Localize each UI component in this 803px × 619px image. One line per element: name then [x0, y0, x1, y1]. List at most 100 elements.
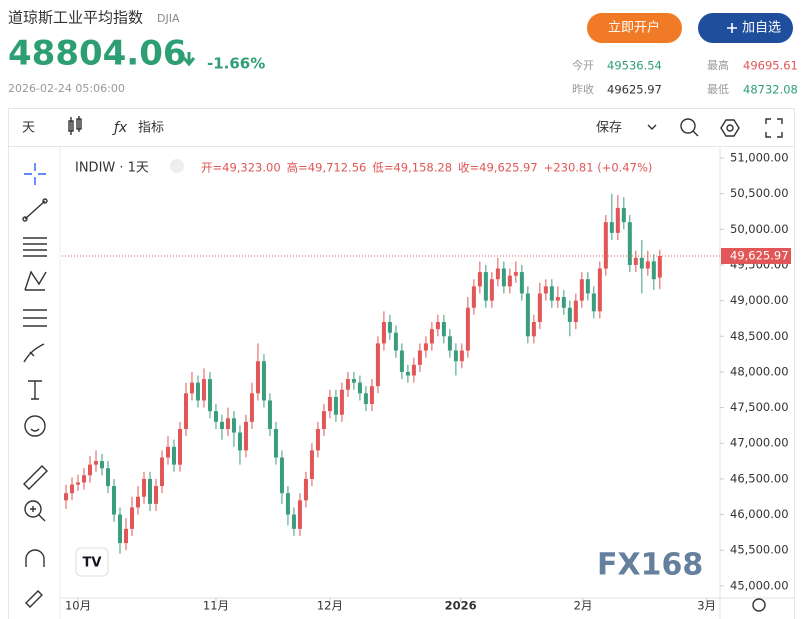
drawing-tools[interactable] [22, 163, 48, 608]
candle-body [651, 261, 656, 280]
watermark: FX168 [597, 548, 703, 583]
save-menu-chevron[interactable] [647, 124, 657, 130]
candle-body [165, 446, 170, 458]
candle-body [591, 293, 596, 312]
candle-body [129, 507, 134, 529]
candle-body [285, 493, 290, 515]
y-tick-label: 48,000.00 [730, 364, 789, 378]
candle-body [100, 461, 105, 469]
add-watchlist-label[interactable]: 加自选 [742, 21, 781, 36]
ohlc-legend: 低=49,158.28 [372, 161, 452, 175]
candle-body [417, 350, 422, 365]
candle-body [615, 207, 620, 233]
candle-body [315, 428, 320, 451]
open-account-label[interactable]: 立即开户 [608, 20, 660, 36]
code: DJIA [157, 12, 180, 25]
candle-body [70, 484, 75, 494]
candle-body [537, 293, 542, 323]
y-tick-label: 50,500.00 [730, 186, 789, 200]
candle-body [531, 322, 536, 337]
candle-body [309, 450, 314, 479]
price: 48804.06 [8, 34, 187, 74]
y-tick-label: 45,000.00 [730, 578, 789, 592]
candle-body [519, 272, 524, 294]
axis-settings-icon[interactable] [752, 598, 766, 612]
candle-body [171, 446, 176, 465]
tv-logo-mark[interactable]: TV [83, 556, 102, 571]
plus-icon[interactable] [727, 23, 737, 33]
fullscreen-icon[interactable] [765, 118, 783, 138]
candle-body [387, 322, 392, 333]
change: -1.66% [207, 55, 265, 73]
candle-body [195, 382, 200, 401]
candle-body [351, 379, 356, 383]
candle-body [339, 389, 344, 415]
stat-value: 49695.61 [743, 59, 798, 73]
candle-body [411, 364, 416, 376]
interval-button[interactable]: 天 [22, 121, 35, 136]
title: 道琼斯工业平均指数 [8, 9, 143, 27]
candle-body [579, 279, 584, 301]
fx-icon[interactable]: ƒx [111, 120, 128, 136]
candle-body [76, 482, 81, 485]
candle-body [585, 279, 590, 294]
candle-body [375, 343, 380, 387]
candle-body [429, 329, 434, 344]
candle-body [399, 350, 404, 372]
candle-body [303, 478, 308, 501]
add-watchlist-button[interactable] [698, 13, 793, 43]
tv-logo[interactable] [75, 547, 109, 577]
candle-body [363, 393, 368, 405]
candle-body [471, 286, 476, 308]
last-price-label: 49,625.97 [730, 248, 789, 262]
candle-body [177, 428, 182, 465]
candle-body [279, 457, 284, 494]
candle-body [489, 279, 494, 301]
chart-frame [8, 146, 795, 619]
candle-body [633, 257, 638, 265]
candle-body [183, 393, 188, 429]
candle-body [261, 361, 266, 401]
candle-body [543, 286, 548, 294]
candle-body [435, 322, 440, 330]
candle-body [567, 307, 572, 323]
candle-type-icon[interactable] [68, 116, 82, 135]
candle-body [112, 486, 117, 515]
stat-value: 48732.08 [743, 83, 798, 97]
gear-icon[interactable] [720, 119, 740, 137]
candle-body [201, 379, 206, 401]
candle-body [447, 336, 452, 351]
candle-body [381, 322, 386, 344]
candle-body [123, 528, 128, 544]
candle-body [231, 418, 236, 433]
open-account-button[interactable] [587, 13, 682, 43]
symbol: INDIW · 1天 [75, 161, 149, 176]
candle-body [118, 514, 123, 544]
candle-body [213, 411, 218, 422]
save-button[interactable]: 保存 [596, 121, 622, 136]
candle-body [291, 514, 296, 529]
candle-body [465, 307, 470, 351]
candle-body [609, 222, 614, 233]
ohlc-legend: 开=49,323.00 [201, 161, 281, 175]
ohlc-legend: 高=49,712.56 [287, 161, 367, 175]
candle-body [393, 332, 398, 351]
y-tick-label: 46,000.00 [730, 507, 789, 521]
candle-body [369, 386, 374, 405]
candle-body [525, 293, 530, 337]
candle-body [603, 222, 608, 269]
candle-body [255, 361, 260, 394]
x-tick-label: 3月 [697, 599, 716, 613]
candle-body [147, 478, 152, 504]
settings-icon[interactable] [680, 118, 699, 137]
candle-body [507, 275, 512, 287]
candle-body [249, 393, 254, 422]
candle-body [207, 379, 212, 412]
y-tick-label: 45,500.00 [730, 543, 789, 557]
candle-body [141, 478, 146, 497]
candle-body [621, 207, 626, 223]
candle-body [459, 350, 464, 362]
indicators-button[interactable]: 指标 [138, 121, 164, 136]
candle-body [555, 297, 560, 301]
